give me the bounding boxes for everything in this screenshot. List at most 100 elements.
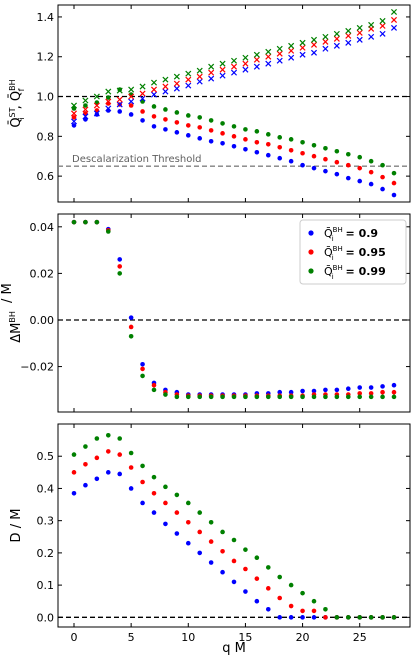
marker-x-stroke [276, 57, 283, 64]
marker-x-stroke [162, 76, 169, 83]
marker-x-stroke [128, 86, 135, 93]
data-point-blue [391, 192, 397, 198]
data-point-red [368, 169, 374, 175]
marker-x-red [93, 102, 100, 109]
data-point-red [311, 608, 317, 614]
marker-x-blue [162, 88, 169, 95]
y-label-connector: / M [0, 283, 15, 307]
data-point-green [265, 565, 271, 570]
marker-x-blue [356, 36, 363, 43]
marker-x-stroke [379, 17, 386, 24]
data-point-green [231, 537, 237, 543]
y-tick-label: 0.4 [37, 482, 55, 495]
marker-x-red [322, 38, 329, 45]
data-point-blue [334, 387, 340, 393]
marker-x-blue [276, 57, 283, 64]
y-tick-label: 0.3 [37, 515, 55, 528]
marker-x-stroke [230, 69, 238, 76]
marker-x-stroke [70, 102, 78, 109]
y-tick-label: 0.00 [30, 314, 55, 327]
marker-x-stroke [299, 44, 306, 51]
legend-sup: BH [333, 264, 343, 272]
data-point-green [83, 444, 88, 449]
y-tick-label: 0.0 [37, 611, 55, 624]
marker-x-stroke [379, 22, 386, 29]
marker-x-stroke [150, 86, 158, 93]
data-point-green [391, 170, 397, 176]
marker-x-stroke [139, 83, 146, 90]
data-point-blue [368, 385, 374, 390]
data-point-blue [300, 615, 305, 620]
y-tick-label: 0.1 [37, 579, 55, 592]
marker-x-blue [390, 24, 398, 31]
data-point-green [277, 574, 283, 580]
data-point-blue [243, 589, 248, 594]
marker-x-stroke [105, 105, 112, 112]
marker-x-red [299, 44, 306, 51]
data-point-green [117, 87, 123, 92]
legend-sub: i [332, 273, 334, 281]
data-point-red [128, 103, 134, 108]
plot-frame [57, 4, 411, 203]
data-point-red [231, 558, 237, 564]
marker-x-green [276, 45, 283, 52]
legend-sup: BH [333, 226, 343, 234]
data-point-green [208, 118, 214, 123]
marker-x-stroke [356, 29, 363, 36]
marker-x-stroke [196, 78, 203, 85]
marker-x-stroke [105, 88, 112, 95]
marker-x-red [356, 29, 363, 36]
data-point-red [117, 264, 123, 269]
marker-x-green [356, 24, 363, 31]
y-tick-label: 0.02 [30, 267, 55, 280]
data-point-red [380, 389, 385, 395]
data-point-green [334, 148, 340, 154]
y-label-symbol: ΔM [9, 323, 24, 343]
marker-x-red [288, 47, 295, 54]
data-point-green [163, 107, 168, 112]
y-tick-label: 0.8 [37, 130, 55, 143]
data-point-red [197, 529, 203, 535]
data-point-red [151, 114, 157, 119]
marker-x-red [150, 86, 158, 93]
data-point-blue [151, 124, 157, 129]
marker-x-green [105, 88, 112, 95]
data-point-green [380, 394, 385, 400]
marker-x-red [345, 32, 352, 39]
data-point-green [185, 394, 191, 400]
marker-x-green [116, 87, 123, 94]
marker-x-stroke [333, 30, 340, 37]
data-point-red [128, 324, 134, 330]
data-point-green [208, 519, 214, 525]
marker-x-red [139, 90, 146, 97]
plot-frame [57, 213, 411, 413]
data-point-red [357, 391, 363, 396]
data-point-green [105, 432, 111, 438]
data-point-blue [265, 606, 271, 612]
marker-x-red [379, 22, 386, 29]
threshold-label: Descalarization Threshold [72, 154, 201, 165]
data-point-green [151, 104, 157, 109]
marker-x-green [139, 83, 146, 90]
marker-x-green [242, 54, 249, 61]
data-point-red [231, 134, 237, 139]
marker-x-blue [105, 105, 112, 112]
marker-x-blue [82, 113, 89, 120]
data-point-green [311, 142, 317, 148]
marker-x-red [185, 76, 192, 83]
marker-x-blue [265, 60, 272, 67]
x-axis-label: q M [222, 641, 246, 656]
data-point-red [151, 490, 157, 496]
marker-x-blue [379, 30, 386, 37]
data-point-green [334, 394, 340, 400]
y-label-sup: ST [8, 107, 17, 117]
marker-x-stroke [219, 72, 226, 79]
data-point-blue [254, 598, 260, 604]
data-point-green [105, 95, 111, 100]
data-point-green [151, 387, 157, 393]
data-point-green [231, 394, 237, 400]
data-point-green [128, 333, 134, 339]
marker-x-stroke [208, 75, 215, 82]
data-point-red [391, 180, 397, 186]
marker-x-stroke [288, 42, 295, 49]
